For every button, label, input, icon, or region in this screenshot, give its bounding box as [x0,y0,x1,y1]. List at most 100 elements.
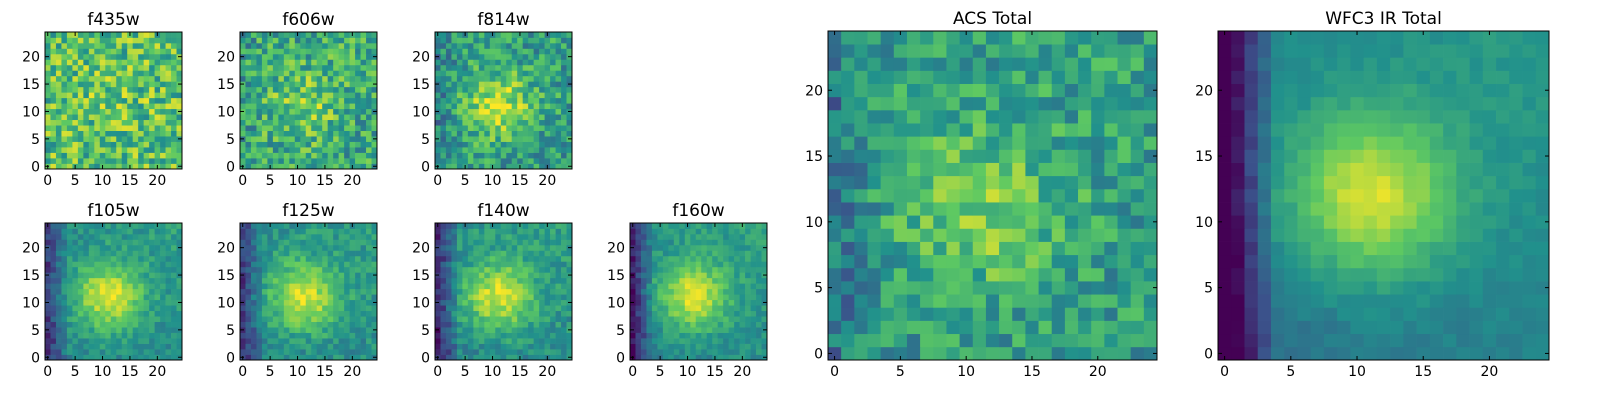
heatmap-cell [506,103,513,110]
heatmap-cell [338,114,345,121]
heatmap-cell [657,310,664,317]
heatmap-cell [344,114,350,121]
heatmap-cell [333,163,339,170]
heatmap-cell [445,294,452,301]
heatmap-cell [522,86,529,93]
heatmap-cell [349,327,356,333]
heatmap-cell [305,130,312,137]
panel-title: f140w [477,201,529,221]
heatmap-cell [640,272,647,279]
heatmap-cell [371,152,378,159]
heatmap-cell [1091,254,1105,269]
heatmap-cell [121,48,128,55]
heatmap-cell [360,42,367,49]
heatmap-cell [761,255,768,262]
heatmap-cell [1078,241,1092,256]
heatmap-cell [544,130,551,137]
heatmap-cell [83,277,90,284]
heatmap-cell [462,48,469,55]
heatmap-cell [561,48,567,55]
heatmap-cell [344,332,350,339]
heatmap-cell [445,75,452,82]
heatmap-cell [127,327,134,333]
heatmap-cell [50,136,57,142]
heatmap-cell [300,294,307,301]
heatmap-cell [517,244,524,251]
heatmap-cell [635,305,642,312]
heatmap-cell [695,332,702,339]
heatmap-cell [500,255,507,262]
heatmap-cell [77,37,84,44]
heatmap-cell [701,266,708,273]
heatmap-cell [240,343,246,350]
heatmap-cell [261,343,268,350]
heatmap-cell [176,37,183,44]
heatmap-cell [657,244,664,251]
heatmap-cell [435,59,441,66]
heatmap-cell [500,64,507,71]
heatmap-cell [55,233,62,240]
heatmap-cell [143,163,150,170]
heatmap-cell [77,233,84,240]
heatmap-cell [83,272,90,279]
heatmap-cell [478,97,485,104]
heatmap-cell [94,53,101,60]
heatmap-cell [657,332,664,339]
heatmap-cell [717,277,724,284]
heatmap-cell [294,141,301,148]
heatmap-cell [640,239,647,246]
heatmap-cell [105,261,112,268]
heatmap-cell [867,175,881,190]
heatmap-cell [121,32,128,38]
heatmap-cell [366,32,372,38]
heatmap-cell [478,136,485,142]
heatmap-cell [456,130,463,137]
y-tick-label: 15 [412,268,430,284]
heatmap-cell [555,338,562,344]
heatmap-cell [723,354,729,361]
heatmap-cell [544,316,551,322]
heatmap-cell [99,261,106,268]
heatmap-cell [272,332,279,339]
heatmap-cell [176,266,183,273]
heatmap-cell [533,141,540,148]
heatmap-cell [1078,228,1092,242]
heatmap-cell [165,305,172,312]
heatmap-cell [311,233,318,240]
heatmap-cell [435,316,441,322]
heatmap-cell [635,338,642,344]
heatmap-cell [261,299,268,306]
heatmap-cell [165,32,172,38]
heatmap-cell [272,32,279,38]
heatmap-cell [267,141,274,148]
heatmap-cell [761,250,768,257]
heatmap-cell [250,64,257,71]
heatmap-cell [261,244,268,251]
heatmap-cell [528,130,534,137]
heatmap-cell [154,42,161,49]
heatmap-cell [972,294,987,308]
heatmap-cell [1117,188,1132,203]
heatmap-cell [66,152,73,159]
heatmap-cell [684,343,691,350]
heatmap-cell [473,223,480,229]
heatmap-cell [77,239,84,246]
heatmap-cell [278,288,285,295]
heatmap-cell [734,244,740,251]
heatmap-cell [105,277,112,284]
heatmap-cell [679,299,686,306]
heatmap-cell [712,283,719,290]
heatmap-cell [121,299,128,306]
heatmap-cell [462,125,469,131]
heatmap-cell [679,244,686,251]
heatmap-cell [533,158,540,164]
heatmap-cell [500,37,507,44]
heatmap-cell [72,75,79,82]
heatmap-cell [906,267,921,282]
heatmap-cell [149,53,155,60]
heatmap-cell [533,42,540,49]
heatmap-cell [55,158,62,164]
heatmap-cell [1064,333,1079,348]
heatmap-cell [99,64,106,71]
heatmap-cell [489,81,496,88]
